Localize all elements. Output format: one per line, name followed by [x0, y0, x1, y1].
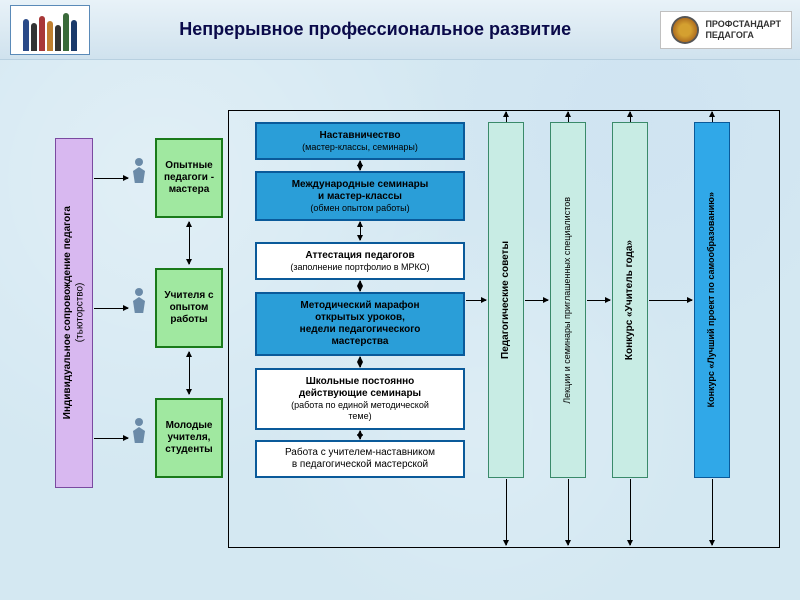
- arrow-rb1: [506, 479, 507, 545]
- box-mentor-workshop: Работа с учителем-наставником в педагоги…: [255, 440, 465, 478]
- cat-young: Молодые учителя, студенты: [155, 398, 223, 478]
- arrow-green-1: [189, 222, 190, 264]
- person-icon: [132, 158, 146, 186]
- arrow-c1: [360, 161, 361, 170]
- badge-line1: ПРОФСТАНДАРТ: [705, 19, 781, 30]
- tutor-l2: (тьюторство): [74, 283, 85, 343]
- people-illustration: [10, 5, 90, 55]
- arrow-rb2: [568, 479, 569, 545]
- profstandart-badge: ПРОФСТАНДАРТ ПЕДАГОГА: [660, 11, 792, 49]
- arrow-c4: [360, 357, 361, 367]
- arrow-c5: [360, 431, 361, 439]
- right-councils: Педагогические советы: [488, 122, 524, 478]
- right-lectures: Лекции и семинары приглашенных специалис…: [550, 122, 586, 478]
- box-international: Международные семинары и мастер-классы (…: [255, 171, 465, 221]
- arrow-rb3: [630, 479, 631, 545]
- badge-line2: ПЕДАГОГА: [705, 30, 781, 41]
- box-marathon: Методический марафон открытых уроков, не…: [255, 292, 465, 356]
- arrow-r2: [525, 300, 548, 301]
- arrow-r4: [649, 300, 692, 301]
- box-mentoring: Наставничество (мастер-классы, семинары): [255, 122, 465, 160]
- arrow-r3: [587, 300, 610, 301]
- box-attestation: Аттестация педагогов (заполнение портфол…: [255, 242, 465, 280]
- arrow-tutor-3: [94, 438, 128, 439]
- arrow-rt4: [712, 112, 713, 122]
- arrow-rt2: [568, 112, 569, 122]
- cat-experienced: Учителя с опытом работы: [155, 268, 223, 348]
- arrow-rb4: [712, 479, 713, 545]
- arrow-r1: [466, 300, 486, 301]
- person-icon: [132, 288, 146, 316]
- arrow-c2: [360, 222, 361, 240]
- cat-masters: Опытные педагоги - мастера: [155, 138, 223, 218]
- arrow-tutor-1: [94, 178, 128, 179]
- arrow-green-2: [189, 352, 190, 394]
- arrow-c3: [360, 281, 361, 291]
- arrow-tutor-2: [94, 308, 128, 309]
- diagram: Индивидуальное сопровождение педагога (т…: [0, 100, 800, 580]
- right-contest-project: Конкурс «Лучший проект по самообразовани…: [694, 122, 730, 478]
- page-title: Непрерывное профессиональное развитие: [90, 19, 660, 40]
- right-contest-teacher: Конкурс «Учитель года»: [612, 122, 648, 478]
- arrow-rt3: [630, 112, 631, 122]
- emblem-icon: [671, 16, 699, 44]
- header: Непрерывное профессиональное развитие ПР…: [0, 0, 800, 60]
- tutor-box: Индивидуальное сопровождение педагога (т…: [55, 138, 93, 488]
- tutor-l1: Индивидуальное сопровождение педагога: [62, 206, 73, 419]
- box-school-seminars: Школьные постоянно действующие семинары …: [255, 368, 465, 430]
- arrow-rt1: [506, 112, 507, 122]
- person-icon: [132, 418, 146, 446]
